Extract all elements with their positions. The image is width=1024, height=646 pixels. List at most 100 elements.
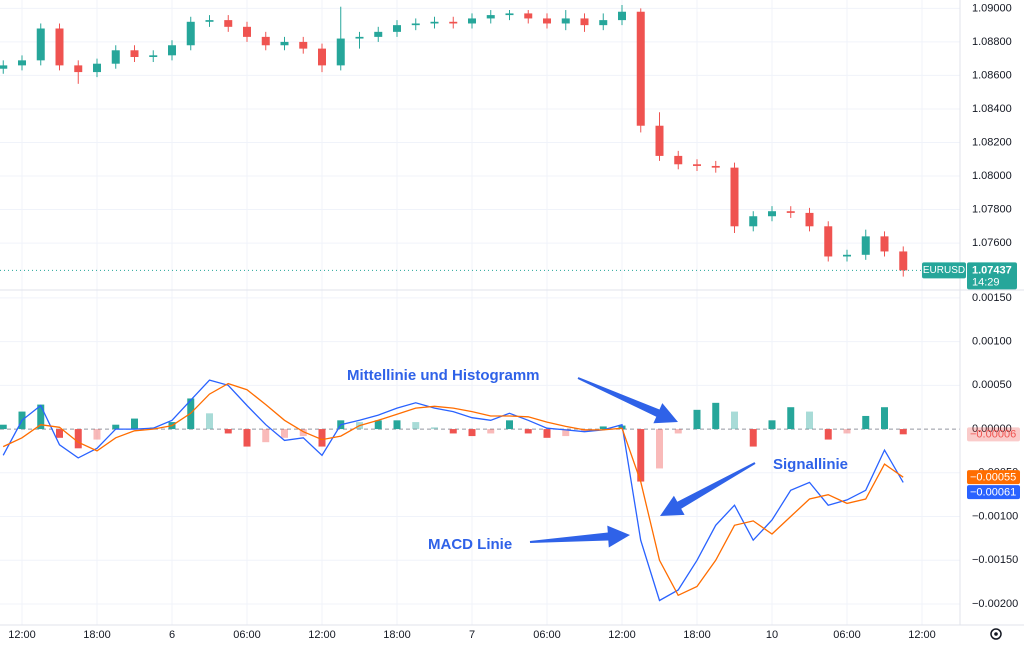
value-badge-label: −0.00061 [970,487,1016,499]
histogram-bar [637,429,645,482]
histogram-bar [206,413,213,430]
candle-body [336,38,345,66]
candle-body [449,21,458,24]
y-tick-label: 1.09000 [972,2,1012,14]
candle-body [749,216,758,227]
line-series [2,382,904,597]
candle-body [280,41,289,46]
y-tick-label: 1.08600 [972,69,1012,81]
candle-body [224,20,233,27]
value-badge [967,485,1020,500]
x-tick-label: 18:00 [683,629,711,641]
candle-body [505,13,514,16]
candle-body [411,23,420,26]
histogram-bar [656,429,663,469]
candle-body [468,18,476,24]
settings-icon[interactable] [990,628,1002,640]
histogram-bar [768,420,776,430]
histogram-bar [674,429,682,434]
x-tick-label: 10 [766,629,778,641]
candle-body [655,125,664,156]
candle-body [130,50,139,57]
candle-body [355,36,364,39]
histogram-bar [74,429,82,449]
histogram-bar [824,429,832,440]
x-tick-label: 06:00 [833,629,861,641]
symbol-label: EURUSD [923,265,965,276]
candle-body [393,25,401,32]
y-tick-label: 0.00000 [972,423,1012,435]
value-badge [967,427,1020,442]
histogram-bar [843,429,851,434]
candle-body [374,31,383,37]
arrow [577,377,678,424]
y-tick-label: −0.00100 [972,510,1018,522]
candle-body [824,226,833,257]
histogram-bar [787,407,795,430]
x-tick-label: 12:00 [8,629,36,641]
y-tick-label: 0.00050 [972,379,1012,391]
candle-body [36,28,45,61]
histogram-bar [131,418,138,430]
y-tick-label: −0.00150 [972,554,1018,566]
candle-body [55,28,64,66]
value-badge [967,470,1020,485]
candle-body [205,20,214,22]
histogram-bar [806,411,813,430]
value-badge-label: −0.00055 [970,472,1016,484]
x-tick-label: 12:00 [308,629,336,641]
candle-body [524,13,533,19]
histogram-bar [487,429,495,434]
histogram-bar [506,420,513,430]
y-tick-label: 1.08400 [972,103,1012,115]
value-badge-label: −0.00006 [970,429,1016,441]
y-tick-label: 1.07800 [972,203,1012,215]
annotation: Mittellinie und Histogramm [347,367,540,384]
histogram-bar [468,429,476,437]
candle-body [299,41,308,49]
candle-body [93,63,101,73]
candle-body [561,18,570,24]
y-tick-label: 1.08800 [972,36,1012,48]
histogram-bar [431,427,438,430]
x-tick-label: 12:00 [608,629,636,641]
histogram-bar [712,402,720,430]
y-tick-label: 1.08200 [972,136,1012,148]
arrow [660,462,756,516]
histogram-bar [37,404,45,430]
gear[interactable] [990,628,1002,640]
histogram-bar [412,422,420,430]
histogram-bar [449,429,457,434]
candle-body [880,236,889,252]
histogram-bar [112,424,120,430]
histogram-bar [243,429,251,447]
annotation-arrows [529,377,756,548]
histogram-bar [56,429,63,438]
x-tick-label: 18:00 [83,629,111,641]
gear-center[interactable] [994,632,998,636]
candle-body [861,236,870,255]
histogram-bar [393,420,401,430]
candle-body [430,21,439,24]
candle-body [74,65,83,73]
histogram-bar [262,429,270,443]
candle-body [111,50,120,64]
x-tick-label: 12:00 [908,629,936,641]
x-tick-label: 6 [169,629,175,641]
countdown-label: 14:29 [972,276,1000,288]
candle-body [318,48,326,66]
candle-body [18,60,26,66]
histogram-bar [881,407,888,430]
candle-body [805,212,814,227]
histogram-bar [299,429,307,437]
candle-body [693,164,701,166]
y-tick-label: 1.07600 [972,237,1012,249]
histogram-bar [562,429,570,437]
histogram-bar [93,429,101,440]
histogram-bar [543,429,551,438]
histogram-bar [224,429,232,434]
candle-body [168,45,176,56]
candle-body [580,18,589,26]
